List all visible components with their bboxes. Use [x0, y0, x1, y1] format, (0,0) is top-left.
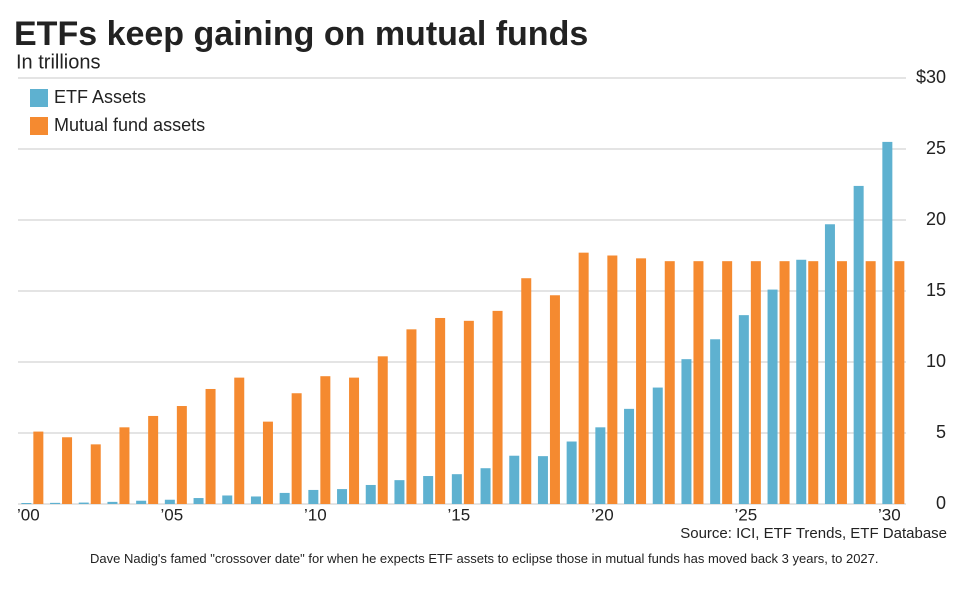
bar	[349, 377, 360, 504]
bar	[779, 261, 790, 504]
bar	[722, 261, 733, 504]
x-tick-label: ’10	[304, 505, 327, 524]
bar	[365, 484, 376, 504]
bar	[423, 476, 434, 504]
legend-swatch	[30, 117, 48, 135]
bar	[234, 377, 245, 504]
x-tick-label: ’25	[735, 505, 758, 524]
bar	[451, 474, 462, 504]
bar	[836, 261, 847, 504]
legend-label: Mutual fund assets	[54, 115, 205, 135]
bar	[107, 501, 118, 504]
bar	[566, 441, 577, 504]
x-tick-label: ’15	[448, 505, 471, 524]
bar	[664, 261, 675, 504]
bar	[21, 503, 32, 504]
legend-label: ETF Assets	[54, 87, 146, 107]
bar	[578, 252, 589, 504]
bar	[435, 317, 446, 504]
bar	[681, 359, 692, 504]
x-tick-label: ’30	[878, 505, 901, 524]
bar	[624, 408, 635, 504]
bar	[693, 261, 704, 504]
bar	[894, 261, 905, 504]
bar	[406, 329, 417, 504]
bar	[463, 320, 474, 504]
chart: ETFs keep gaining on mutual funds In tri…	[14, 15, 947, 542]
bar	[308, 489, 319, 504]
bar	[549, 295, 560, 504]
chart-title: ETFs keep gaining on mutual funds	[14, 15, 588, 53]
y-tick-label: 15	[926, 280, 946, 300]
bar	[337, 489, 348, 504]
caption: Dave Nadig's famed "crossover date" for …	[90, 551, 879, 566]
x-tick-label: ’05	[161, 505, 184, 524]
bar	[521, 278, 532, 504]
bar	[738, 315, 749, 504]
y-tick-label: 5	[936, 422, 946, 442]
bar	[636, 258, 647, 504]
bar	[164, 499, 175, 504]
bar	[119, 427, 130, 504]
bar	[205, 388, 216, 504]
bar	[136, 500, 147, 504]
bar	[480, 468, 491, 504]
bar	[377, 356, 388, 504]
bar	[808, 261, 819, 504]
bar	[652, 387, 663, 504]
y-tick-label: 0	[936, 493, 946, 513]
bar	[509, 455, 520, 504]
bar	[279, 492, 290, 504]
bar	[824, 224, 835, 504]
y-tick-label: $30	[916, 67, 946, 87]
bar	[193, 498, 204, 504]
bar	[33, 431, 44, 504]
bar	[250, 496, 261, 504]
source: Source: ICI, ETF Trends, ETF Database	[680, 525, 947, 542]
legend-swatch	[30, 89, 48, 107]
bar	[222, 495, 233, 504]
bar	[865, 261, 876, 504]
bar	[320, 376, 331, 504]
bar	[78, 502, 89, 504]
bar	[394, 480, 405, 504]
bar	[607, 255, 618, 504]
bar	[796, 259, 807, 504]
bar	[50, 502, 61, 504]
bar	[853, 185, 864, 505]
bar	[882, 141, 893, 504]
bar	[291, 393, 302, 504]
bar	[262, 421, 273, 504]
bar	[62, 437, 73, 504]
bar	[176, 406, 187, 504]
y-tick-label: 10	[926, 351, 946, 371]
bar	[492, 310, 503, 504]
bar	[595, 427, 606, 504]
y-tick-label: 20	[926, 209, 946, 229]
bar	[710, 339, 721, 504]
bar	[750, 261, 761, 504]
bar	[537, 456, 548, 504]
x-tick-label: ’20	[591, 505, 614, 524]
chart-subtitle: In trillions	[16, 51, 100, 73]
x-tick-label: ’00	[17, 505, 40, 524]
bar	[90, 444, 101, 504]
bar	[767, 289, 778, 504]
bar	[148, 415, 159, 504]
y-tick-label: 25	[926, 138, 946, 158]
